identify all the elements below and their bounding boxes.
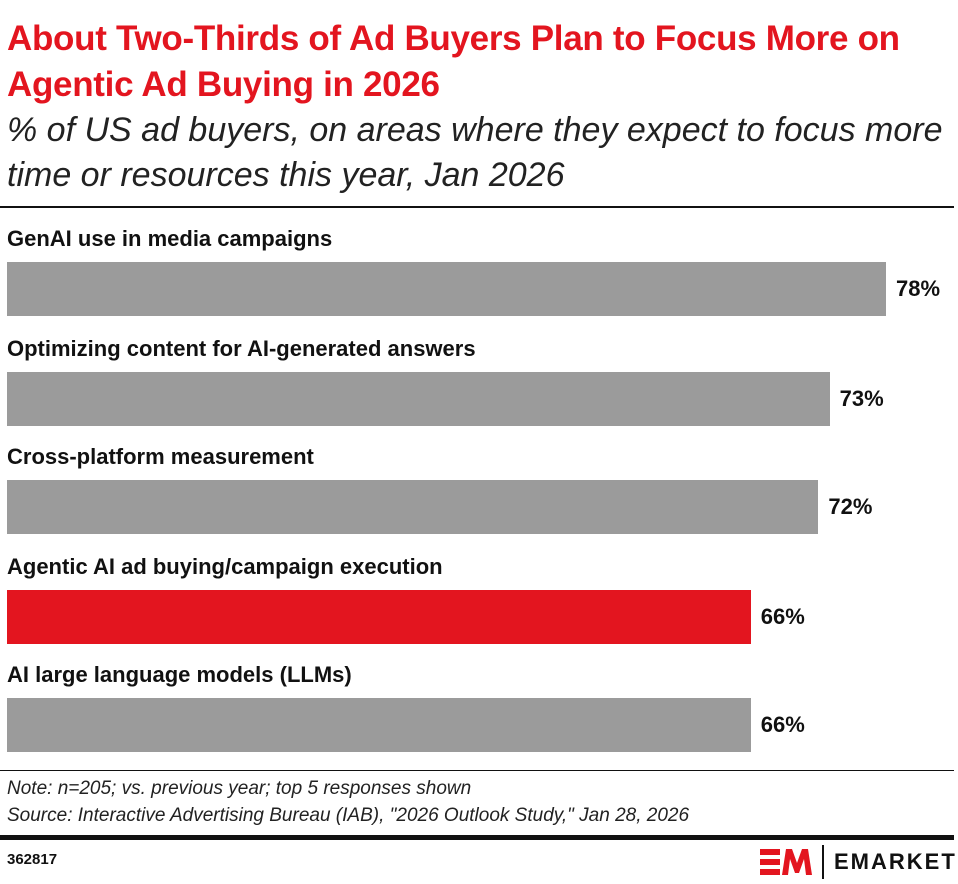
bar	[7, 262, 886, 316]
brand-name: EMARKETER	[834, 849, 958, 874]
bar	[7, 590, 751, 644]
data-label: 78%	[896, 276, 941, 301]
top-rule	[0, 206, 954, 208]
source: Source: Interactive Advertising Bureau (…	[7, 805, 690, 826]
bottom-rule	[0, 835, 954, 840]
category-label: Optimizing content for AI-generated answ…	[7, 336, 476, 361]
category-label: Cross-platform measurement	[7, 444, 314, 469]
logo-separator	[822, 845, 824, 879]
chart-title: About Two-Thirds of Ad Buyers Plan to Fo…	[7, 19, 900, 104]
data-label: 66%	[760, 604, 805, 629]
category-label: AI large language models (LLMs)	[7, 662, 352, 687]
bar	[7, 698, 751, 752]
note-rule	[0, 770, 954, 771]
em-logo-icon	[760, 849, 812, 875]
bar	[7, 372, 830, 426]
chart-subtitle: % of US ad buyers, on areas where they e…	[7, 111, 943, 194]
category-label: GenAI use in media campaigns	[7, 226, 333, 251]
category-label: Agentic AI ad buying/campaign execution	[7, 554, 443, 579]
data-label: 72%	[828, 494, 873, 519]
data-label: 66%	[760, 712, 805, 737]
emarketer-logo: EMARKETER	[760, 845, 958, 879]
chart-id: 362817	[7, 851, 58, 868]
bar	[7, 480, 819, 534]
note: Note: n=205; vs. previous year; top 5 re…	[7, 778, 472, 799]
data-label: 73%	[839, 386, 884, 411]
